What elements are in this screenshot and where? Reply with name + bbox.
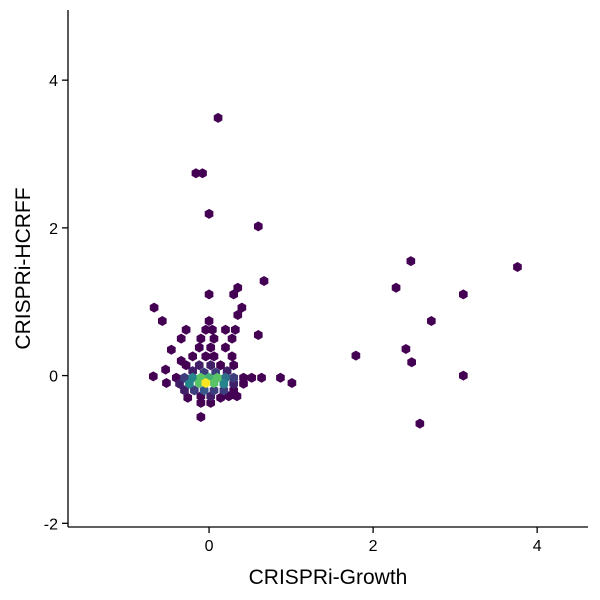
hex-bin bbox=[162, 377, 171, 388]
hex-bin bbox=[161, 364, 170, 375]
hex-bin bbox=[201, 351, 211, 362]
x-tick-label: 0 bbox=[205, 538, 214, 555]
hex-bin bbox=[196, 333, 206, 344]
hex-bin bbox=[196, 397, 206, 408]
hex-bin bbox=[206, 342, 216, 353]
hex-bin bbox=[229, 289, 239, 300]
hex-bin bbox=[233, 282, 243, 293]
x-tick-label: 2 bbox=[369, 538, 378, 555]
hex-bin bbox=[181, 360, 191, 371]
hex-bin bbox=[401, 344, 411, 354]
hex-bin bbox=[201, 377, 211, 388]
hex-bin bbox=[257, 372, 266, 383]
hex-bin bbox=[239, 378, 248, 389]
hex-bin bbox=[209, 333, 219, 344]
hex-bin bbox=[233, 310, 243, 321]
y-tick-label: -2 bbox=[44, 516, 58, 533]
hex-bin bbox=[406, 256, 416, 267]
hex-bin bbox=[216, 392, 225, 403]
hex-bin bbox=[227, 351, 237, 362]
hex-bin bbox=[219, 385, 229, 396]
hex-bin bbox=[196, 411, 206, 422]
hex-bin bbox=[188, 366, 197, 377]
hex-bin bbox=[189, 385, 199, 396]
y-tick-label: 0 bbox=[49, 369, 58, 386]
hex-bin bbox=[459, 289, 468, 300]
y-tick-label: 4 bbox=[49, 73, 58, 90]
hex-bin bbox=[227, 333, 237, 344]
hex-bin bbox=[180, 385, 189, 396]
hex-bin bbox=[247, 372, 257, 383]
hex-bin bbox=[209, 385, 219, 396]
hex-bin bbox=[167, 344, 176, 355]
y-axis-label: CRISPRi-HCRFF bbox=[12, 187, 35, 349]
hex-bin bbox=[208, 324, 217, 335]
hex-bin bbox=[194, 377, 204, 388]
hex-bin bbox=[176, 333, 186, 344]
hex-bin bbox=[513, 262, 522, 273]
hex-bin bbox=[351, 350, 361, 361]
hex-bin bbox=[287, 377, 297, 388]
hex-bin bbox=[229, 360, 239, 371]
x-axis-ticks: 0 2 4 bbox=[205, 527, 542, 555]
hex-bin bbox=[427, 315, 436, 326]
hex-bin bbox=[259, 276, 269, 287]
hexbin-cells bbox=[148, 112, 522, 429]
hex-bin bbox=[204, 315, 214, 326]
hex-bin bbox=[204, 289, 214, 300]
hex-bin bbox=[232, 391, 242, 402]
hex-bin bbox=[459, 370, 468, 381]
hex-bin bbox=[191, 168, 201, 179]
hex-bin bbox=[415, 418, 425, 429]
hex-bin bbox=[221, 324, 230, 335]
hex-bin bbox=[185, 378, 194, 389]
x-axis-label: CRISPRi-Growth bbox=[249, 566, 408, 589]
hex-bin bbox=[253, 221, 263, 232]
hex-bin bbox=[201, 324, 211, 335]
hex-bin bbox=[149, 302, 159, 313]
hex-bin bbox=[206, 397, 216, 408]
hex-bin bbox=[237, 302, 247, 313]
hex-bin bbox=[198, 168, 207, 179]
y-axis-ticks: -2 0 2 4 bbox=[44, 73, 68, 533]
hex-bin bbox=[194, 360, 204, 371]
y-tick-label: 2 bbox=[49, 221, 58, 238]
hex-bin bbox=[194, 342, 204, 353]
x-tick-label: 4 bbox=[533, 538, 542, 555]
hex-bin bbox=[148, 371, 158, 382]
hex-bin bbox=[157, 315, 167, 326]
hex-bin bbox=[229, 372, 239, 383]
hex-bin bbox=[175, 378, 184, 389]
hex-bin bbox=[230, 324, 240, 335]
hex-bin bbox=[216, 360, 225, 371]
hex-bin bbox=[199, 385, 209, 396]
hex-bin bbox=[206, 360, 216, 371]
hex-bin bbox=[181, 324, 191, 335]
hex-bin bbox=[224, 391, 234, 402]
hex-bin bbox=[213, 112, 223, 123]
hex-bin bbox=[209, 351, 219, 362]
hex-bin bbox=[391, 282, 401, 293]
hex-bin bbox=[219, 378, 229, 389]
hex-bin bbox=[209, 377, 219, 388]
hex-bin bbox=[253, 329, 263, 340]
hex-bin bbox=[180, 372, 189, 383]
hex-bin bbox=[221, 342, 230, 353]
hex-bin bbox=[407, 357, 416, 368]
hex-bin bbox=[188, 351, 197, 362]
hex-bin bbox=[183, 392, 193, 403]
hex-bin bbox=[276, 372, 285, 383]
hex-bin bbox=[204, 208, 214, 219]
